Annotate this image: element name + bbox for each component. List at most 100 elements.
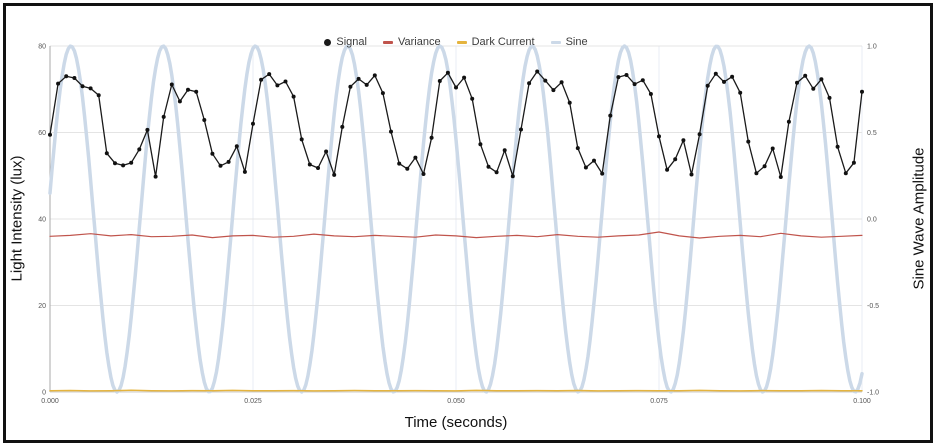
y-right-tick-label: 1.0 xyxy=(867,44,877,51)
signal-data-point xyxy=(583,165,588,170)
signal-data-point xyxy=(340,124,345,129)
y-axis-title-right: Sine Wave Amplitude xyxy=(910,146,928,290)
signal-data-point xyxy=(251,121,255,126)
signal-data-point xyxy=(519,127,523,132)
signal-data-point xyxy=(860,89,864,94)
signal-data-point xyxy=(56,81,61,86)
signal-data-point xyxy=(535,69,540,74)
x-tick-label: 0.050 xyxy=(447,398,465,405)
signal-data-point xyxy=(681,138,686,143)
signal-data-point xyxy=(835,144,840,149)
variance-dash-icon xyxy=(382,40,393,44)
signal-data-point xyxy=(194,89,199,94)
signal-data-point xyxy=(778,175,783,179)
legend-item-dark-current: Dark Current xyxy=(456,36,535,48)
signal-data-point xyxy=(389,129,393,134)
signal-data-point xyxy=(543,78,548,83)
signal-data-point xyxy=(242,169,247,174)
signal-data-point xyxy=(567,100,572,105)
signal-data-point xyxy=(592,158,596,163)
signal-data-point xyxy=(307,162,312,167)
signal-data-point xyxy=(665,167,670,172)
signal-data-point xyxy=(218,163,223,168)
x-tick-label: 0.100 xyxy=(853,398,871,405)
signal-data-point xyxy=(275,83,280,88)
signal-data-point xyxy=(137,147,142,152)
y-left-tick-label: 0 xyxy=(42,390,46,397)
signal-data-point xyxy=(121,163,126,168)
signal-data-point xyxy=(608,113,613,118)
signal-data-point xyxy=(730,74,735,79)
signal-data-point xyxy=(421,172,426,176)
x-tick-label: 0.000 xyxy=(41,398,59,405)
signal-data-point xyxy=(210,151,215,156)
legend-label-dark-current: Dark Current xyxy=(471,36,535,48)
signal-data-point xyxy=(405,166,410,171)
signal-data-point xyxy=(762,164,767,169)
sine-dash-icon xyxy=(550,40,561,44)
signal-data-point xyxy=(494,170,499,175)
signal-data-point xyxy=(673,157,678,162)
x-axis-title: Time (seconds) xyxy=(404,414,508,431)
series-line-variance xyxy=(49,231,863,239)
signal-data-point xyxy=(657,134,661,139)
y-right-tick-label: 0.5 xyxy=(867,130,877,137)
signal-data-point xyxy=(113,161,117,166)
signal-data-point xyxy=(705,83,710,88)
legend-label-sine: Sine xyxy=(565,36,588,48)
y-left-tick-label: 20 xyxy=(38,303,46,310)
signal-data-point xyxy=(803,73,808,78)
signal-data-point xyxy=(413,155,418,160)
signal-data-point xyxy=(104,151,109,156)
signal-data-point xyxy=(462,75,467,80)
legend-item-variance: Variance xyxy=(382,36,441,48)
signal-data-point xyxy=(843,171,848,176)
signal-data-point xyxy=(48,132,52,137)
signal-data-point xyxy=(640,78,645,83)
signal-data-point xyxy=(445,70,450,75)
signal-data-point xyxy=(364,82,369,87)
signal-data-point xyxy=(786,119,791,124)
signal-data-point xyxy=(96,93,101,98)
signal-data-point xyxy=(283,79,288,84)
signal-data-point xyxy=(316,166,320,170)
signal-data-point xyxy=(478,142,483,147)
signal-data-point xyxy=(380,91,385,96)
signal-data-point xyxy=(632,82,637,87)
y-left-tick-label: 80 xyxy=(38,44,46,51)
signal-data-point xyxy=(648,92,653,96)
y-right-tick-label: -0.5 xyxy=(867,303,879,310)
signal-data-point xyxy=(202,118,207,122)
signal-data-point xyxy=(259,77,264,82)
series-line-sine xyxy=(48,44,864,394)
signal-data-point xyxy=(510,174,515,179)
signal-data-point xyxy=(600,171,605,176)
signal-data-point xyxy=(226,159,231,164)
signal-data-point xyxy=(64,74,69,79)
signal-data-point xyxy=(88,86,93,91)
signal-data-point xyxy=(697,132,702,137)
signal-data-point xyxy=(746,139,751,144)
signal-data-point xyxy=(470,96,475,101)
signal-data-point xyxy=(616,75,621,80)
legend-label-signal: Signal xyxy=(336,36,367,48)
signal-data-point xyxy=(454,85,458,90)
dark-current-dash-icon xyxy=(456,40,467,44)
legend-label-variance: Variance xyxy=(397,36,441,48)
signal-data-point xyxy=(129,160,134,165)
signal-data-point xyxy=(429,135,434,140)
signal-data-point xyxy=(738,90,743,95)
legend: Signal Variance Dark Current Sine xyxy=(50,36,862,48)
legend-item-signal: Signal xyxy=(324,36,367,48)
signal-data-point xyxy=(527,81,532,86)
signal-data-point xyxy=(299,137,304,142)
signal-data-point xyxy=(437,79,442,83)
signal-data-point xyxy=(722,79,726,84)
series-line-dark-current xyxy=(49,389,863,392)
signal-data-point xyxy=(486,164,491,169)
signal-data-point xyxy=(795,80,799,85)
legend-item-sine: Sine xyxy=(550,36,588,48)
signal-data-point xyxy=(819,77,824,82)
